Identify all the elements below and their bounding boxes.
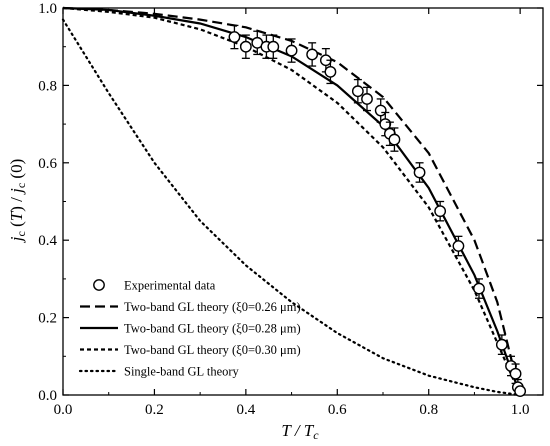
legend-label: Single-band GL theory bbox=[124, 365, 240, 379]
x-tick-label: 0.4 bbox=[236, 402, 255, 418]
data-point bbox=[495, 334, 508, 356]
legend-label: Two-band GL theory (ξ0=0.26 μm) bbox=[124, 300, 301, 314]
data-point bbox=[324, 59, 337, 85]
x-tick-label: 0.6 bbox=[328, 402, 347, 418]
legend-entry: Two-band GL theory (ξ0=0.26 μm) bbox=[80, 300, 301, 314]
legend-entry: Experimental data bbox=[93, 279, 216, 293]
data-point bbox=[413, 162, 426, 183]
x-axis-title: T / Tc bbox=[281, 421, 319, 442]
curve-dotted bbox=[61, 18, 522, 397]
y-tick-label: 0.0 bbox=[38, 388, 57, 404]
data-point bbox=[452, 235, 465, 257]
data-point bbox=[374, 98, 387, 123]
legend-marker-circle bbox=[93, 279, 105, 291]
curves bbox=[61, 6, 522, 397]
data-point bbox=[434, 200, 447, 222]
curve-short-dash bbox=[62, 6, 522, 396]
data-point bbox=[388, 127, 401, 152]
x-tick-label: 0.2 bbox=[145, 402, 164, 418]
data-point bbox=[509, 363, 522, 385]
legend-label: Experimental data bbox=[124, 279, 216, 293]
y-tick-label: 0.4 bbox=[38, 233, 57, 249]
x-tick-label: 0.0 bbox=[54, 402, 73, 418]
x-tick-label: 1.0 bbox=[511, 402, 530, 418]
curve-dashed bbox=[62, 6, 522, 396]
y-tick-label: 0.2 bbox=[38, 311, 57, 327]
x-tick-label: 0.8 bbox=[419, 402, 438, 418]
legend-entry: Single-band GL theory bbox=[78, 365, 240, 379]
curve-solid bbox=[62, 6, 522, 396]
data-point bbox=[239, 34, 252, 59]
axis-ticks: 0.0 0.2 0.4 0.6 0.8 1.0 0.0 0.2 0.4 0.6 0.8 1.0 bbox=[38, 1, 543, 418]
data-point bbox=[306, 42, 319, 67]
data-points bbox=[228, 24, 527, 398]
legend-entry: Two-band GL theory (ξ0=0.30 μm) bbox=[80, 343, 301, 357]
data-point bbox=[473, 278, 485, 299]
svg-text:jc (T) / jc (0): jc (T) / jc (0) bbox=[7, 159, 28, 243]
legend: Experimental data Two-band GL theory (ξ0=… bbox=[78, 279, 301, 379]
data-point bbox=[361, 86, 373, 112]
data-point bbox=[351, 78, 364, 104]
y-tick-label: 0.6 bbox=[38, 156, 57, 172]
y-axis-title: jc (T) / jc (0) bbox=[7, 159, 28, 243]
y-tick-label: 1.0 bbox=[38, 1, 57, 17]
data-point bbox=[285, 38, 298, 63]
data-point bbox=[228, 24, 241, 50]
legend-label: Two-band GL theory (ξ0=0.28 μm) bbox=[124, 322, 301, 336]
plot-frame bbox=[62, 7, 544, 396]
data-point bbox=[267, 34, 280, 59]
data-point bbox=[514, 385, 527, 398]
legend-entry: Two-band GL theory (ξ0=0.28 μm) bbox=[80, 322, 301, 336]
legend-label: Two-band GL theory (ξ0=0.30 μm) bbox=[124, 343, 301, 357]
y-tick-label: 0.8 bbox=[38, 78, 57, 94]
